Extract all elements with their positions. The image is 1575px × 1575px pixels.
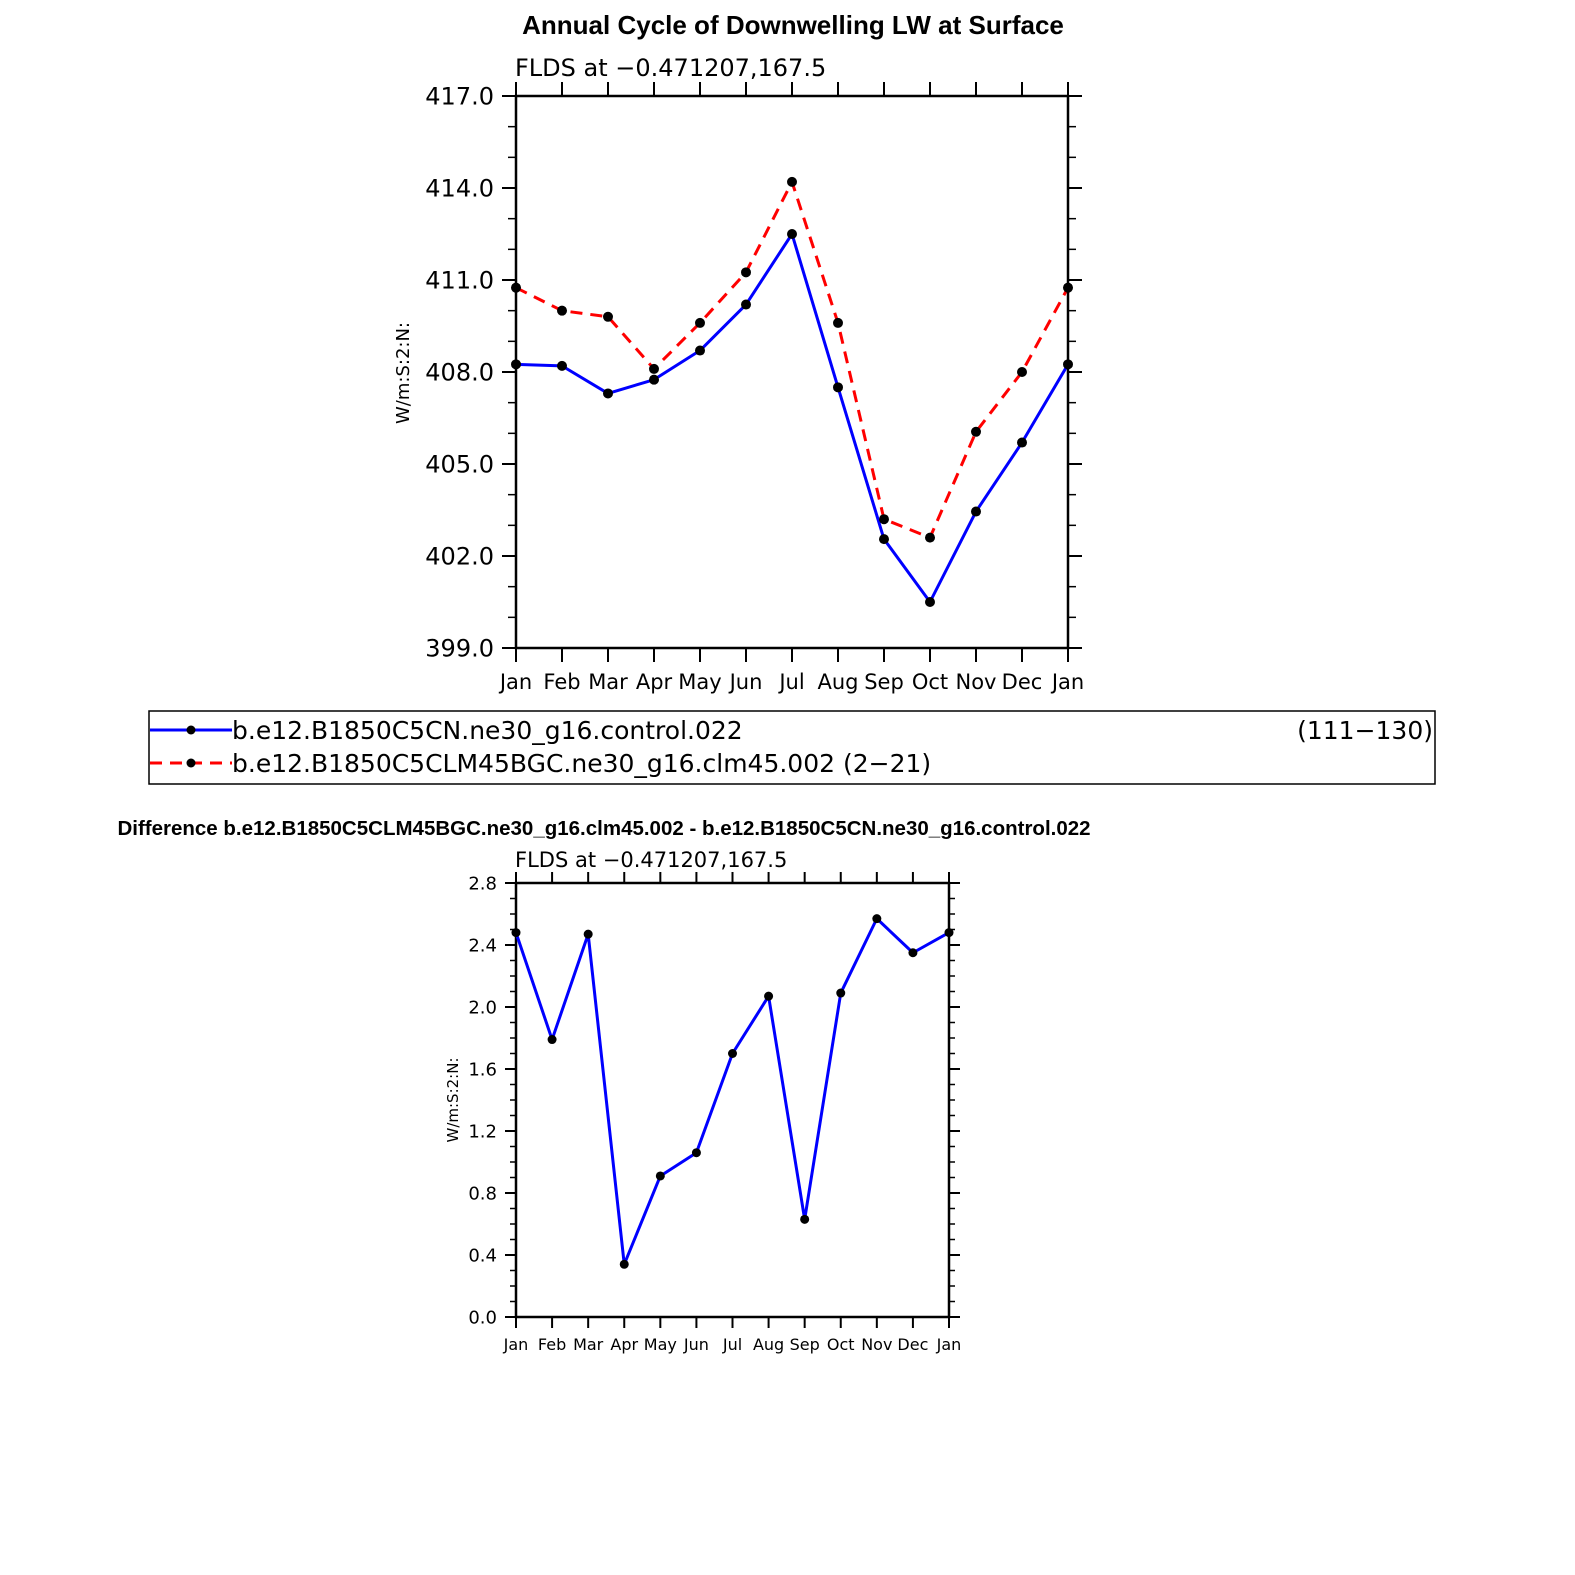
- top-chart-series-0-line: [515, 232, 1070, 604]
- legend-label-clm45: b.e12.B1850C5CLM45BGC.ne30_g16.clm45.002…: [232, 749, 931, 778]
- top-chart-series-0-point: [971, 506, 981, 517]
- bottom-chart-ytick-label: 1.2: [468, 1121, 497, 1142]
- top-chart-xtick-label: Feb: [543, 670, 580, 694]
- top-chart-xtick-label: Dec: [1002, 670, 1043, 694]
- bottom-chart-subtitle: FLDS at −0.471207,167.5: [515, 848, 787, 872]
- bottom-chart-series-0-point: [583, 929, 593, 939]
- bottom-chart-series-0-point: [872, 914, 882, 924]
- bottom-chart-xtick-label: Mar: [573, 1335, 604, 1354]
- bottom-chart-ytick-label: 2.4: [468, 935, 497, 956]
- top-chart-plot-area: 399.0 402.0 405.0 408.0 411.0 414.0 417.0 Jan Fe…: [425, 82, 1084, 694]
- legend-box: [148, 710, 1436, 785]
- top-chart-series-0-point: [603, 388, 613, 399]
- bottom-chart-xtick-label: Aug: [753, 1335, 784, 1354]
- bottom-chart-series-0-point: [691, 1148, 701, 1158]
- top-chart-series-1-point: [1063, 282, 1073, 293]
- bottom-chart-xtick-label: Nov: [861, 1335, 892, 1354]
- top-chart-xtick-label: Apr: [636, 670, 673, 694]
- bottom-chart-ytick-label: 0.4: [468, 1245, 497, 1266]
- top-chart-subtitle: FLDS at −0.471207,167.5: [515, 54, 826, 82]
- top-chart-xtick-label: Oct: [912, 670, 948, 694]
- top-chart-ytick-label: 417.0: [425, 83, 494, 111]
- top-chart-series-0-point: [1063, 359, 1073, 370]
- top-chart-series-0-point: [879, 534, 889, 545]
- top-chart-series-1-point: [879, 514, 889, 525]
- top-chart-series-1-point: [833, 317, 843, 328]
- legend-years-control: (111−130): [1297, 716, 1433, 745]
- top-chart-series-0-point: [925, 597, 935, 607]
- bottom-chart-xtick-label: Sep: [790, 1335, 820, 1354]
- bottom-chart-xtick-label: Jan: [936, 1335, 962, 1354]
- top-chart-ytick-label: 414.0: [425, 175, 494, 203]
- top-chart-series-1-point: [557, 305, 567, 316]
- bottom-chart-series-0-point: [944, 928, 954, 938]
- top-chart-xtick-label: Jan: [498, 670, 532, 694]
- top-chart-ytick-label: 408.0: [425, 359, 494, 387]
- legend-marker-clm45: [186, 758, 196, 768]
- legend: b.e12.B1850C5CN.ne30_g16.control.022 (11…: [148, 710, 1436, 785]
- top-chart-xtick-label: Jan: [1050, 670, 1084, 694]
- bottom-chart-series-0-point: [511, 928, 521, 938]
- bottom-chart-xtick-label: Jan: [503, 1335, 529, 1354]
- top-chart-series-0-point: [787, 229, 797, 239]
- bottom-chart-ylabel: W/m:S:2:N:: [444, 1058, 462, 1143]
- bottom-chart-frame: [514, 881, 951, 1319]
- top-chart-series-0-point: [557, 360, 567, 371]
- top-chart-ytick-label: 399.0: [425, 635, 494, 663]
- top-chart-xtick-label: May: [678, 670, 721, 694]
- top-chart-title: Annual Cycle of Downwelling LW at Surfac…: [522, 10, 1064, 40]
- bottom-chart-series-0-line: [514, 917, 950, 1266]
- top-chart-series-1-point: [1017, 367, 1027, 377]
- top-chart-series-0-point: [649, 374, 659, 385]
- top-chart-xtick-label: Sep: [864, 670, 904, 694]
- bottom-chart-xtick-label: Apr: [610, 1335, 638, 1354]
- top-chart-series-0-point: [1017, 437, 1027, 448]
- top-chart-xtick-label: Jun: [728, 670, 763, 694]
- bottom-chart-series-0-point: [619, 1259, 629, 1269]
- top-chart-ytick-label: 411.0: [425, 267, 494, 295]
- top-chart-series-1-point: [649, 363, 659, 374]
- bottom-chart-xtick-label: May: [644, 1335, 677, 1354]
- top-chart-xtick-label: Mar: [588, 670, 628, 694]
- top-chart-series-0-point: [741, 299, 751, 310]
- top-chart-xtick-label: Aug: [817, 670, 858, 694]
- bottom-chart-title: Difference b.e12.B1850C5CLM45BGC.ne30_g1…: [117, 817, 1090, 840]
- top-chart-ytick-label: 402.0: [425, 543, 494, 571]
- top-chart-series-0-point: [695, 345, 705, 356]
- top-chart-series-0-point: [511, 359, 521, 370]
- bottom-chart-xtick-label: Jul: [722, 1335, 742, 1354]
- top-chart-ytick-label: 405.0: [425, 451, 494, 479]
- bottom-chart-ytick-label: 0.8: [468, 1183, 497, 1204]
- bottom-chart-xtick-label: Oct: [827, 1335, 855, 1354]
- top-chart-series-1-point: [603, 311, 613, 322]
- bottom-chart-xtick-label: Feb: [538, 1335, 566, 1354]
- top-chart-series-1-point: [741, 267, 751, 278]
- top-chart-series-1-point: [511, 282, 521, 293]
- bottom-chart-xtick-label: Dec: [897, 1335, 928, 1354]
- top-chart-xtick-label: Nov: [956, 670, 997, 694]
- bottom-chart-plot-area: 0.0 0.4 0.8 1.2 1.6 2.0 2.4 2.8 Jan Feb Mar Apr May J…: [468, 872, 961, 1354]
- legend-marker-control: [186, 725, 196, 735]
- top-chart-xtick-label: Jul: [777, 670, 804, 694]
- top-chart-series-0-point: [833, 382, 843, 393]
- bottom-chart-series-0-point: [547, 1035, 557, 1045]
- bottom-chart-ytick-label: 2.8: [468, 873, 497, 894]
- top-chart-ylabel: W/m:S:2:N:: [393, 322, 414, 424]
- bottom-chart-series-0-point: [836, 988, 846, 998]
- top-chart-series-1-point: [695, 317, 705, 328]
- top-chart-series-1-point: [971, 426, 981, 437]
- bottom-chart-xtick-label: Jun: [683, 1335, 709, 1354]
- bottom-chart-series-0-point: [655, 1171, 665, 1181]
- legend-label-control: b.e12.B1850C5CN.ne30_g16.control.022: [232, 716, 743, 745]
- bottom-chart-series-0-point: [764, 991, 774, 1001]
- bottom-chart-ytick-label: 2.0: [468, 997, 497, 1018]
- top-chart-series-1-point: [787, 176, 797, 187]
- bottom-chart-series-0-point: [728, 1049, 737, 1058]
- bottom-chart-ytick-label: 0.0: [468, 1307, 497, 1328]
- bottom-chart-ytick-label: 1.6: [468, 1059, 497, 1080]
- bottom-chart-series-0-point: [800, 1214, 810, 1224]
- top-chart-series-1-point: [925, 532, 935, 543]
- bottom-chart-series-0-point: [908, 948, 918, 958]
